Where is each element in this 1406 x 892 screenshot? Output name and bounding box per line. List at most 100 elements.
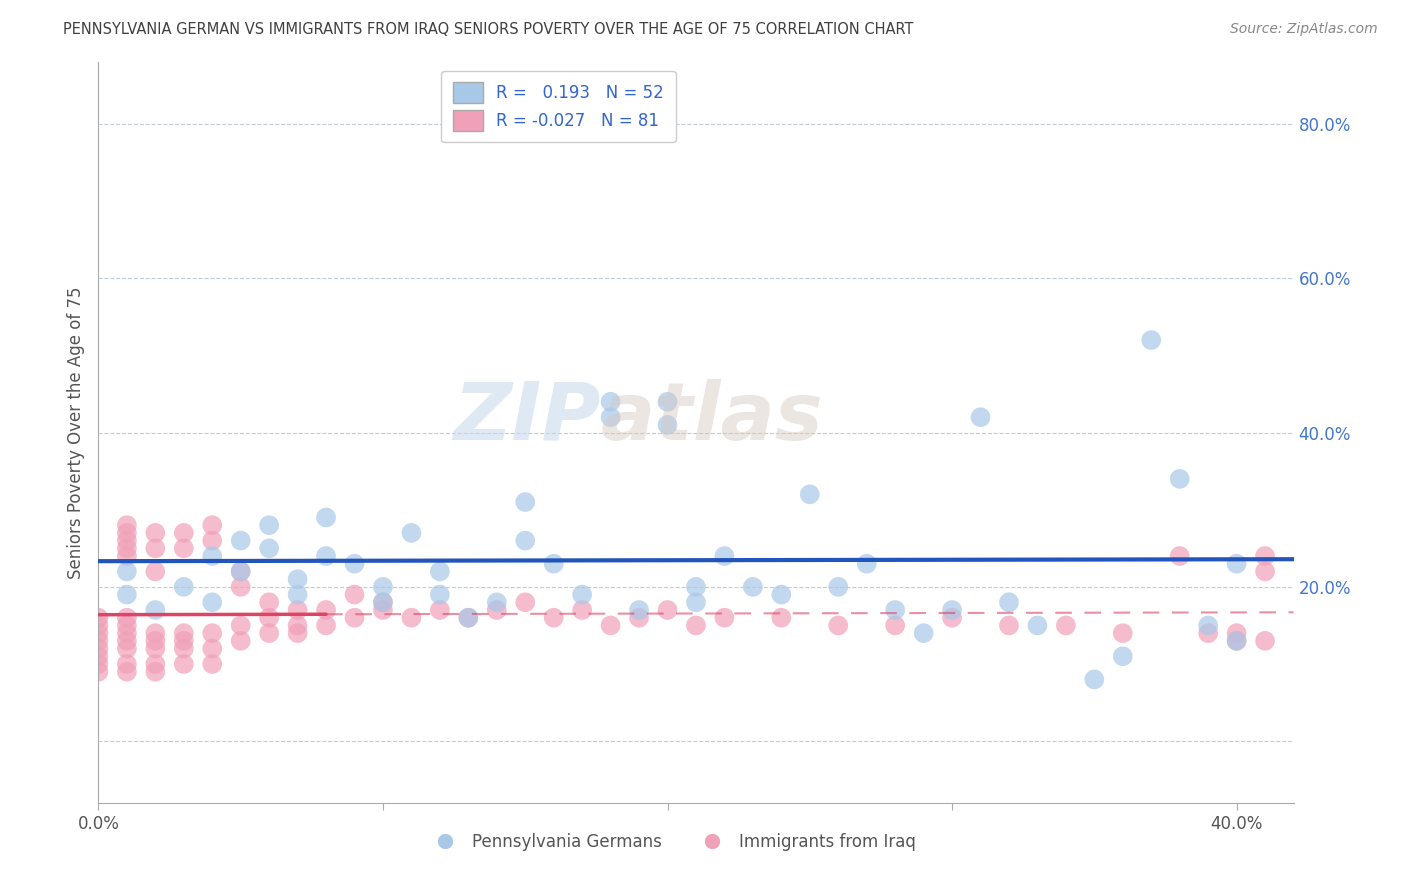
Point xyxy=(912,626,935,640)
Point xyxy=(87,618,110,632)
Point xyxy=(115,541,138,556)
Point xyxy=(941,603,963,617)
Point xyxy=(143,626,166,640)
Point xyxy=(713,610,735,624)
Point xyxy=(287,626,309,640)
Point xyxy=(87,641,110,656)
Point xyxy=(201,549,224,563)
Point xyxy=(1226,557,1249,571)
Point xyxy=(229,633,252,648)
Point xyxy=(115,657,138,671)
Point xyxy=(343,557,366,571)
Point xyxy=(998,595,1021,609)
Point xyxy=(173,633,195,648)
Point xyxy=(87,665,110,679)
Point xyxy=(884,603,907,617)
Point xyxy=(201,595,224,609)
Point xyxy=(827,618,849,632)
Legend: Pennsylvania Germans, Immigrants from Iraq: Pennsylvania Germans, Immigrants from Ir… xyxy=(422,826,922,857)
Point xyxy=(229,533,252,548)
Point xyxy=(515,533,537,548)
Point xyxy=(1083,673,1105,687)
Point xyxy=(115,641,138,656)
Point xyxy=(115,626,138,640)
Point xyxy=(1226,626,1249,640)
Point xyxy=(657,417,679,432)
Point xyxy=(571,588,593,602)
Point xyxy=(115,588,138,602)
Point xyxy=(1168,472,1191,486)
Point xyxy=(229,618,252,632)
Point xyxy=(87,626,110,640)
Point xyxy=(770,610,793,624)
Point xyxy=(1168,549,1191,563)
Text: PENNSYLVANIA GERMAN VS IMMIGRANTS FROM IRAQ SENIORS POVERTY OVER THE AGE OF 75 C: PENNSYLVANIA GERMAN VS IMMIGRANTS FROM I… xyxy=(63,22,914,37)
Point xyxy=(115,610,138,624)
Point xyxy=(143,641,166,656)
Point xyxy=(229,565,252,579)
Y-axis label: Seniors Poverty Over the Age of 75: Seniors Poverty Over the Age of 75 xyxy=(66,286,84,579)
Point xyxy=(371,595,394,609)
Text: Source: ZipAtlas.com: Source: ZipAtlas.com xyxy=(1230,22,1378,37)
Point xyxy=(371,580,394,594)
Point xyxy=(515,595,537,609)
Point xyxy=(1226,633,1249,648)
Point xyxy=(1112,649,1135,664)
Point xyxy=(457,610,479,624)
Point xyxy=(87,633,110,648)
Point xyxy=(1254,549,1277,563)
Point xyxy=(257,610,280,624)
Text: atlas: atlas xyxy=(600,379,823,457)
Point xyxy=(115,618,138,632)
Point xyxy=(941,610,963,624)
Point xyxy=(485,595,508,609)
Point xyxy=(685,580,707,594)
Point xyxy=(599,618,621,632)
Point xyxy=(257,541,280,556)
Point xyxy=(685,618,707,632)
Point xyxy=(401,610,423,624)
Point xyxy=(657,394,679,409)
Point xyxy=(115,633,138,648)
Point xyxy=(599,394,621,409)
Point xyxy=(173,657,195,671)
Point xyxy=(87,649,110,664)
Point xyxy=(229,580,252,594)
Point xyxy=(770,588,793,602)
Point xyxy=(1026,618,1049,632)
Point xyxy=(287,618,309,632)
Point xyxy=(343,610,366,624)
Point xyxy=(143,565,166,579)
Point xyxy=(143,657,166,671)
Point xyxy=(343,588,366,602)
Point xyxy=(143,633,166,648)
Point xyxy=(1140,333,1163,347)
Point xyxy=(115,565,138,579)
Point xyxy=(257,595,280,609)
Point xyxy=(257,518,280,533)
Point xyxy=(173,525,195,540)
Point xyxy=(1197,626,1219,640)
Point xyxy=(543,610,565,624)
Point xyxy=(115,665,138,679)
Point xyxy=(998,618,1021,632)
Point xyxy=(143,603,166,617)
Point xyxy=(1197,618,1219,632)
Point xyxy=(1226,633,1249,648)
Point xyxy=(1254,565,1277,579)
Point xyxy=(287,603,309,617)
Point xyxy=(685,595,707,609)
Point xyxy=(115,518,138,533)
Point xyxy=(143,525,166,540)
Point xyxy=(1054,618,1077,632)
Point xyxy=(87,610,110,624)
Point xyxy=(173,580,195,594)
Point xyxy=(87,657,110,671)
Point xyxy=(201,657,224,671)
Point xyxy=(201,626,224,640)
Point xyxy=(257,626,280,640)
Point xyxy=(371,595,394,609)
Point xyxy=(429,565,451,579)
Point xyxy=(371,603,394,617)
Point xyxy=(173,641,195,656)
